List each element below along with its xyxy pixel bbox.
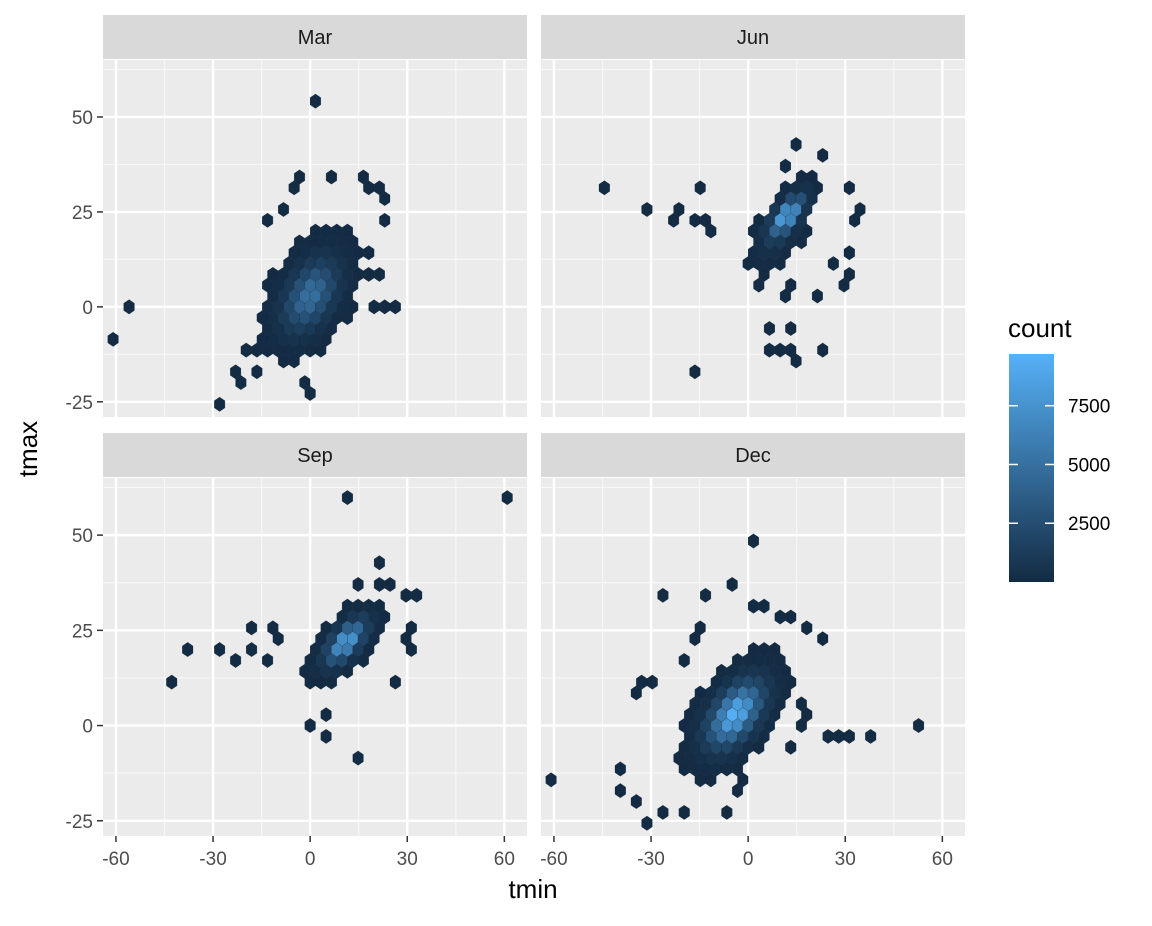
x-tick-label: 30 <box>835 849 856 870</box>
panels-layer: Mar -25 0 25 50 Jun Sep -25 0 25 50 -60 -30 0 30 60 Dec -… <box>66 15 965 870</box>
facet-panel-jun: Jun <box>541 15 965 417</box>
x-tick-label: -60 <box>102 849 129 870</box>
x-tick-label: -30 <box>637 849 664 870</box>
panel-background <box>541 60 965 417</box>
facet-strip-label: Mar <box>298 27 333 49</box>
y-tick-label: 50 <box>72 526 93 547</box>
y-tick-label: 25 <box>72 621 93 642</box>
y-tick-label: 0 <box>82 298 93 319</box>
facet-panel-sep: Sep -25 0 25 50 -60 -30 0 30 60 <box>66 433 527 870</box>
x-tick-label: 30 <box>397 849 418 870</box>
x-tick-label: -30 <box>199 849 226 870</box>
legend-colorbar <box>1009 354 1054 582</box>
x-tick-label: -60 <box>540 849 567 870</box>
legend: count 2500 5000 7500 <box>1008 313 1110 582</box>
x-tick-label: 60 <box>494 849 515 870</box>
y-tick-label: 0 <box>82 717 93 738</box>
y-tick-label: -25 <box>66 812 93 833</box>
y-tick-label: -25 <box>66 393 93 414</box>
x-tick-label: 0 <box>305 849 316 870</box>
facet-panel-dec: Dec -60 -30 0 30 60 <box>540 433 965 870</box>
x-axis-title: tmin <box>508 874 557 904</box>
y-tick-label: 50 <box>72 108 93 129</box>
y-tick-label: 25 <box>72 203 93 224</box>
legend-tick-label: 5000 <box>1068 455 1110 476</box>
legend-tick-label: 2500 <box>1068 514 1110 535</box>
facet-strip-label: Jun <box>737 27 769 49</box>
facet-strip-label: Sep <box>297 445 333 467</box>
x-tick-label: 60 <box>932 849 953 870</box>
legend-title: count <box>1008 313 1072 343</box>
facet-strip-label: Dec <box>735 445 771 467</box>
y-axis-title: tmax <box>13 421 43 477</box>
facet-panel-mar: Mar -25 0 25 50 <box>66 15 527 417</box>
legend-tick-label: 7500 <box>1068 397 1110 418</box>
x-tick-label: 0 <box>743 849 754 870</box>
